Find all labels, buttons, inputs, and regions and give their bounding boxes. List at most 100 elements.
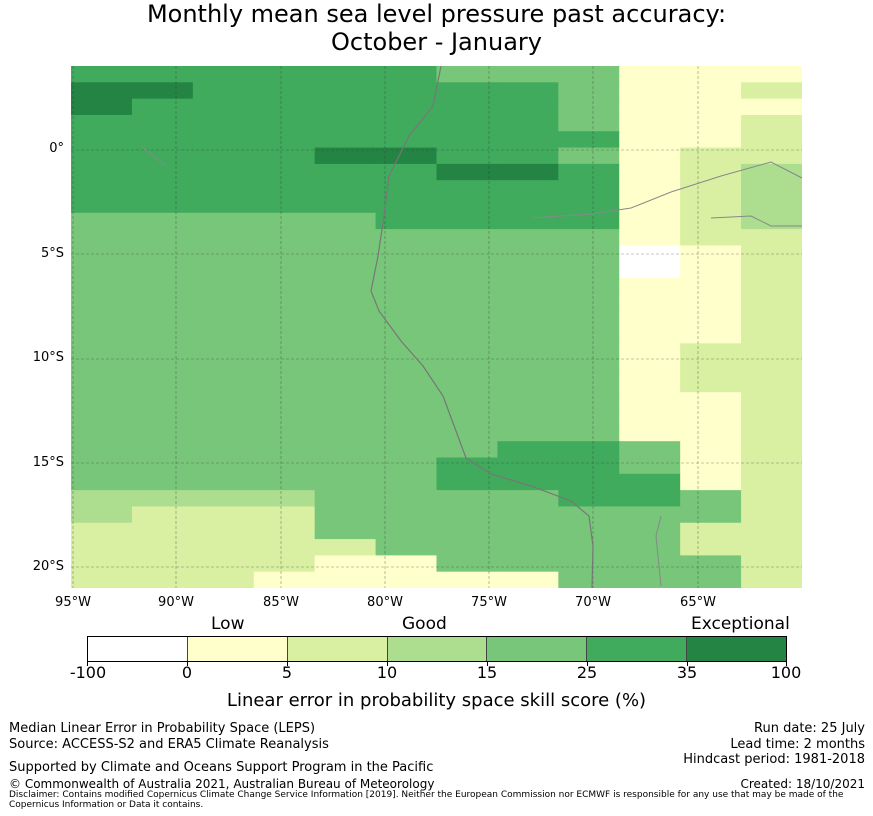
footer-created-date: Created: 18/10/2021 (740, 777, 865, 791)
skill-cell (558, 131, 620, 149)
skill-cell (314, 539, 377, 556)
skill-cell (314, 229, 377, 247)
skill-cell (192, 424, 255, 442)
skill-cell (436, 506, 499, 524)
skill-cell (131, 261, 194, 279)
skill-cell (558, 457, 620, 475)
skill-cell (619, 82, 681, 100)
skill-cell (192, 473, 255, 491)
skill-cell (741, 375, 802, 393)
skill-cell (253, 506, 316, 524)
skill-cell (375, 424, 438, 442)
colorbar-tick-label: 0 (181, 663, 193, 682)
skill-cell (375, 571, 438, 588)
skill-cell (558, 66, 620, 83)
skill-cell (680, 131, 742, 149)
y-tick-label: 20°S (32, 559, 64, 574)
skill-cell (314, 343, 377, 361)
skill-cell (192, 522, 255, 540)
skill-cell (741, 294, 802, 312)
skill-cell (680, 114, 742, 132)
x-tick-label: 90°W (158, 595, 194, 610)
skill-cell (619, 441, 681, 459)
footer-source: Source: ACCESS-S2 and ERA5 Climate Reana… (9, 737, 329, 752)
skill-cell (253, 212, 316, 230)
skill-cell (680, 539, 742, 556)
skill-cell (436, 180, 499, 198)
skill-cell (192, 163, 255, 181)
skill-cell (375, 457, 438, 475)
skill-cell (314, 212, 377, 230)
skill-cell (192, 457, 255, 475)
skill-cell (558, 82, 620, 100)
skill-cell (619, 229, 681, 247)
skill-cell (497, 327, 559, 344)
skill-cell (497, 180, 559, 198)
skill-cell (558, 98, 620, 116)
skill-cell (558, 441, 620, 459)
skill-cell (314, 310, 377, 328)
skill-cell (71, 343, 133, 361)
colorbar-segment (88, 637, 188, 661)
skill-cell (71, 310, 133, 328)
skill-cell (619, 278, 681, 295)
skill-cell (253, 408, 316, 426)
skill-cell (680, 66, 742, 83)
skill-cell (680, 310, 742, 328)
skill-cell (497, 114, 559, 132)
skill-cell (71, 539, 133, 556)
skill-cell (253, 163, 316, 181)
skill-cell (375, 343, 438, 361)
skill-cell (619, 571, 681, 588)
skill-cell (375, 327, 438, 344)
skill-cell (680, 473, 742, 491)
skill-cell (375, 392, 438, 410)
x-tick-label: 85°W (263, 595, 299, 610)
skill-cell (680, 571, 742, 588)
skill-cell (558, 359, 620, 377)
skill-cell (436, 294, 499, 312)
colorbar-tick-label: 15 (476, 663, 498, 682)
skill-cell (558, 294, 620, 312)
skill-cell (71, 261, 133, 279)
skill-cell (253, 131, 316, 149)
skill-cell (741, 327, 802, 344)
x-tick-label: 80°W (367, 595, 403, 610)
skill-cell (558, 180, 620, 198)
skill-cell (558, 147, 620, 165)
skill-cell (375, 522, 438, 540)
skill-cell (253, 98, 316, 116)
footer-lead-time: Lead time: 2 months (730, 737, 865, 752)
skill-cell (375, 212, 438, 230)
skill-cell (314, 82, 377, 100)
skill-cell (558, 424, 620, 442)
skill-cell (131, 196, 194, 214)
skill-cell (558, 506, 620, 524)
skill-cell (71, 359, 133, 377)
skill-cell (131, 359, 194, 377)
skill-cell (619, 506, 681, 524)
skill-cell (192, 490, 255, 508)
skill-cell (192, 114, 255, 132)
map-title-line-2: October - January (331, 28, 542, 56)
skill-cell (192, 343, 255, 361)
skill-cell (253, 490, 316, 508)
skill-cell (619, 375, 681, 393)
skill-cell (375, 278, 438, 295)
skill-cell (680, 555, 742, 573)
skill-cell (680, 424, 742, 442)
skill-cell (558, 114, 620, 132)
skill-cell (375, 310, 438, 328)
skill-grid-cells (71, 66, 802, 588)
skill-cell (314, 522, 377, 540)
skill-cell (619, 180, 681, 198)
skill-cell (71, 147, 133, 165)
skill-cell (131, 424, 194, 442)
skill-cell (619, 212, 681, 230)
colorbar-segment (587, 637, 688, 661)
skill-cell (741, 457, 802, 475)
x-tick-label: 75°W (471, 595, 507, 610)
skill-cell (71, 457, 133, 475)
skill-cell (497, 539, 559, 556)
skill-cell (253, 571, 316, 588)
